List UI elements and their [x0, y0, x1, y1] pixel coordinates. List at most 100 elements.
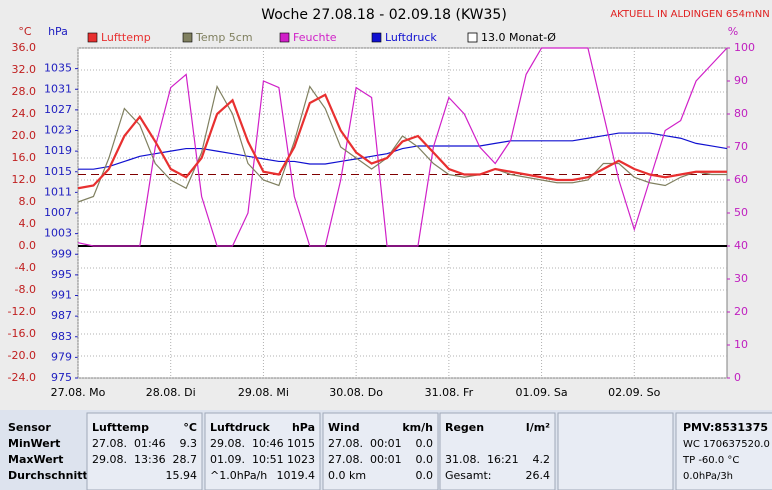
cell-label: Gesamt: — [445, 469, 492, 482]
panel — [675, 412, 772, 490]
legend-swatch — [371, 32, 382, 43]
legend-swatch — [182, 32, 193, 43]
cell-value: 1015 — [287, 437, 315, 450]
row-label: Sensor — [8, 421, 51, 434]
cell-value: 0.0 — [416, 437, 434, 450]
y2-tick-label: 991 — [51, 289, 72, 302]
cell-label: 01.09. 10:51 — [210, 453, 284, 466]
y-tick-label: -16.0 — [8, 327, 36, 340]
cell-label: 29.08. 10:46 — [210, 437, 284, 450]
column-unit: hPa — [292, 421, 315, 434]
y3-tick-label: 20 — [734, 305, 748, 318]
panel — [86, 412, 203, 490]
y3-tick-label: 50 — [734, 206, 748, 219]
y-axis-unit: °C — [18, 25, 32, 38]
y3-tick-label: 40 — [734, 239, 748, 252]
x-tick-label: 01.09. Sa — [515, 386, 567, 399]
column-unit: °C — [183, 421, 197, 434]
cell-label: ^1.0hPa/h — [210, 469, 267, 482]
row-label: MaxWert — [8, 453, 63, 466]
cell-label: 27.08. 01:46 — [92, 437, 166, 450]
y-tick-label: 20.0 — [12, 129, 37, 142]
row-label: MinWert — [8, 437, 60, 450]
plot-area — [77, 47, 728, 379]
y2-tick-label: 1007 — [44, 206, 72, 219]
y2-tick-label: 1027 — [44, 103, 72, 116]
y-tick-label: -12.0 — [8, 305, 36, 318]
y-tick-label: 32.0 — [12, 63, 37, 76]
y2-tick-label: 983 — [51, 330, 72, 343]
y2-tick-label: 1031 — [44, 82, 72, 95]
series-line — [77, 93, 727, 190]
plot: -24.0 -20.0 -16.0 -12.0 -8.0 -4.0 0.0 4.0 8.0 12.… — [8, 31, 755, 399]
cell-value: 0.0 — [416, 453, 434, 466]
cell-label: 27.08. 00:01 — [328, 437, 402, 450]
chart-title: Woche 27.08.18 - 02.09.18 (KW35) — [261, 7, 507, 23]
y3-tick-label: 10 — [734, 338, 748, 351]
x-tick-label: 28.08. Di — [146, 386, 196, 399]
cell-label: 31.08. 16:21 — [445, 453, 519, 466]
cell-value: 15.94 — [166, 469, 198, 482]
series-line — [78, 132, 728, 170]
legend-swatch — [279, 32, 290, 43]
extra-info: PMV:8531375 — [683, 421, 768, 434]
column-unit: km/h — [402, 421, 433, 434]
cell-value: 9.3 — [180, 437, 198, 450]
y2-tick-label: 987 — [51, 309, 72, 322]
y3-tick-label: 30 — [734, 272, 748, 285]
legend-label: Feuchte — [293, 31, 337, 44]
cell-value: 1019.4 — [277, 469, 316, 482]
panel — [322, 412, 439, 490]
y3-tick-label: 80 — [734, 107, 748, 120]
column-header: Luftdruck — [210, 421, 271, 434]
y2-axis-unit: hPa — [48, 25, 68, 38]
cell-value: 28.7 — [173, 453, 198, 466]
series-line — [77, 84, 727, 203]
legend-label: 13.0 Monat-Ø — [481, 31, 556, 44]
station-label: AKTUELL IN ALDINGEN 654mNN — [610, 9, 769, 20]
y3-tick-label: 100 — [734, 41, 755, 54]
panel — [557, 412, 674, 490]
y-tick-label: -8.0 — [15, 283, 36, 296]
y-tick-label: 4.0 — [19, 217, 37, 230]
y3-tick-label: 90 — [734, 74, 748, 87]
cell-label: 0.0 km — [328, 469, 366, 482]
x-tick-label: 29.08. Mi — [238, 386, 289, 399]
y3-axis-unit: % — [728, 25, 738, 38]
y-tick-label: 28.0 — [12, 85, 37, 98]
y2-tick-label: 999 — [51, 247, 72, 260]
stats-table: Sensor MinWert MaxWert Durchschnitt Lufttemp… — [8, 412, 772, 490]
panel — [439, 412, 556, 490]
y-tick-label: -20.0 — [8, 349, 36, 362]
y2-tick-label: 1035 — [44, 62, 72, 75]
legend-label: Luftdruck — [385, 31, 437, 44]
extra-info: TP -60.0 °C — [682, 455, 739, 466]
column-unit: l/m² — [526, 421, 550, 434]
x-tick-label: 27.08. Mo — [51, 386, 106, 399]
y2-tick-label: 1015 — [44, 165, 72, 178]
x-tick-label: 31.08. Fr — [425, 386, 474, 399]
y2-tick-label: 1023 — [44, 124, 72, 137]
y2-tick-label: 979 — [51, 350, 72, 363]
extra-info: WC 170637520.0 — [683, 439, 770, 450]
y-tick-label: -4.0 — [15, 261, 36, 274]
cell-value: 26.4 — [526, 469, 551, 482]
x-tick-label: 02.09. So — [608, 386, 660, 399]
y2-tick-label: 995 — [51, 268, 72, 281]
y-tick-label: 0.0 — [19, 239, 37, 252]
y3-tick-label: 70 — [734, 140, 748, 153]
legend-swatch — [87, 32, 98, 43]
x-tick-label: 30.08. Do — [329, 386, 383, 399]
column-header: Regen — [445, 421, 484, 434]
column-header: Wind — [328, 421, 360, 434]
series-line — [77, 47, 728, 247]
column-header: Lufttemp — [92, 421, 149, 434]
panel — [204, 412, 321, 490]
y3-tick-label: 60 — [734, 173, 748, 186]
cell-label: 27.08. 00:01 — [328, 453, 402, 466]
y2-tick-label: 1019 — [44, 144, 72, 157]
y2-tick-label: 1011 — [44, 185, 72, 198]
cell-value: 4.2 — [533, 453, 551, 466]
y-tick-label: 8.0 — [19, 195, 37, 208]
